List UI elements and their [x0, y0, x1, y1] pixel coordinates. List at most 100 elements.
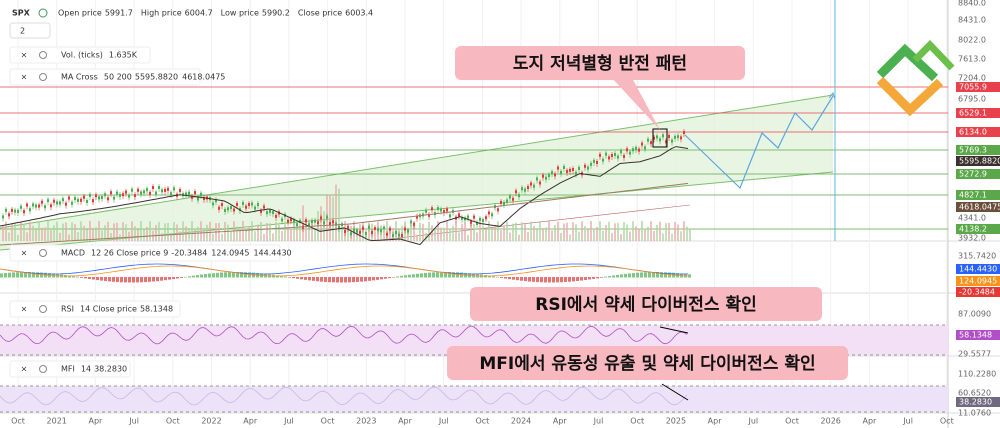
- rsi-divergence: [659, 326, 689, 334]
- settings-icon[interactable]: [39, 73, 47, 81]
- candle-body: [326, 215, 328, 219]
- candle-body: [152, 186, 154, 190]
- candle-body: [101, 195, 103, 199]
- candle-body: [200, 192, 202, 196]
- macd-histogram: [424, 272, 427, 278]
- mfi-band: [0, 386, 948, 412]
- doji-highlight: [652, 128, 668, 148]
- volume-bar: [176, 224, 178, 241]
- candle-body: [506, 199, 508, 203]
- settings-icon[interactable]: [39, 365, 47, 373]
- price-tag-label: 4618.0475: [959, 203, 1000, 212]
- candle-body: [680, 136, 682, 140]
- candle-body: [428, 213, 430, 217]
- close-icon[interactable]: ×: [21, 365, 28, 374]
- candle-body: [95, 194, 97, 198]
- volume-bar: [551, 230, 553, 241]
- indicator-box: [9, 360, 131, 378]
- volume-bar: [389, 227, 391, 241]
- volume-bar: [53, 225, 55, 241]
- candle-body: [167, 187, 169, 191]
- close-icon[interactable]: ×: [21, 305, 28, 314]
- candle-body: [614, 152, 616, 156]
- macd-histogram: [564, 277, 567, 283]
- candle-body: [116, 191, 118, 195]
- volume-bar: [524, 224, 526, 241]
- indicator-name: MA Cross: [61, 73, 98, 82]
- annotation-text: RSI에서 약세 다이버전스 확인: [535, 294, 756, 315]
- price-axis-label: 7204.0: [958, 74, 986, 83]
- candle-body: [641, 142, 643, 146]
- close-icon[interactable]: ×: [21, 249, 28, 258]
- volume-bar: [89, 221, 91, 241]
- volume-bar: [164, 223, 166, 241]
- candle-body: [53, 199, 55, 203]
- macd-histogram: [320, 277, 323, 282]
- macd-histogram: [20, 272, 23, 278]
- candle-body: [119, 193, 121, 197]
- interval-select[interactable]: [9, 22, 51, 39]
- candle-body: [431, 207, 433, 211]
- volume-bar: [107, 221, 109, 241]
- volume-bar: [95, 227, 97, 241]
- macd-histogram: [508, 277, 511, 280]
- volume-bar: [656, 224, 658, 241]
- volume-bar: [374, 232, 376, 241]
- indicator-box: [9, 300, 181, 318]
- candle-body: [683, 131, 685, 135]
- candle-body: [545, 176, 547, 180]
- time-axis-label: Jul: [747, 417, 758, 426]
- candle-body: [458, 213, 460, 217]
- candle-body: [104, 193, 106, 197]
- macd-histogram: [448, 272, 451, 278]
- volume-bar: [644, 228, 646, 241]
- indicator-value: 144.4430: [253, 249, 291, 258]
- volume-bar: [542, 228, 544, 241]
- price-tag: [956, 264, 1000, 274]
- candle-body: [350, 232, 352, 236]
- candle-body: [89, 193, 91, 197]
- macd-histogram: [172, 277, 175, 280]
- channel-fill: [0, 95, 833, 250]
- indicator-params: 12 26 Close price 9: [91, 249, 168, 258]
- settings-icon[interactable]: [39, 51, 47, 59]
- time-axis-label: 2026: [821, 417, 841, 426]
- volume-bar: [200, 221, 202, 241]
- candle-body: [137, 188, 139, 192]
- settings-icon[interactable]: [39, 249, 47, 257]
- candle-body: [653, 136, 655, 140]
- volume-bar: [155, 224, 157, 241]
- macd-histogram: [304, 277, 307, 280]
- macd-histogram: [16, 272, 19, 278]
- candle-body: [605, 152, 607, 156]
- candle-body: [227, 207, 229, 211]
- close-icon[interactable]: ×: [21, 73, 28, 82]
- candle-body: [467, 215, 469, 219]
- settings-icon[interactable]: [39, 305, 47, 313]
- macd-histogram: [84, 277, 87, 279]
- volume-bar: [203, 231, 205, 241]
- candle-body: [323, 221, 325, 225]
- macd-histogram: [332, 277, 335, 283]
- macd-histogram: [612, 275, 615, 278]
- macd-histogram: [656, 272, 659, 278]
- candle-body: [68, 196, 70, 200]
- close-icon[interactable]: ×: [21, 51, 28, 60]
- volume-bar: [38, 221, 40, 241]
- candle-body: [275, 214, 277, 218]
- volume-bar: [476, 232, 478, 241]
- macd-histogram: [192, 275, 195, 278]
- candle-body: [575, 171, 577, 175]
- candle-body: [398, 233, 400, 237]
- volume-bar: [620, 234, 622, 241]
- volume-bar: [29, 221, 31, 241]
- projection-path: [684, 95, 834, 190]
- volume-bar: [311, 221, 313, 241]
- volume-bar: [497, 221, 499, 241]
- time-axis-label: 2022: [201, 417, 221, 426]
- macd-histogram: [532, 277, 535, 282]
- candle-body: [620, 150, 622, 154]
- volume-bar: [575, 224, 577, 241]
- macd-histogram: [204, 274, 207, 278]
- macd-histogram: [300, 277, 303, 280]
